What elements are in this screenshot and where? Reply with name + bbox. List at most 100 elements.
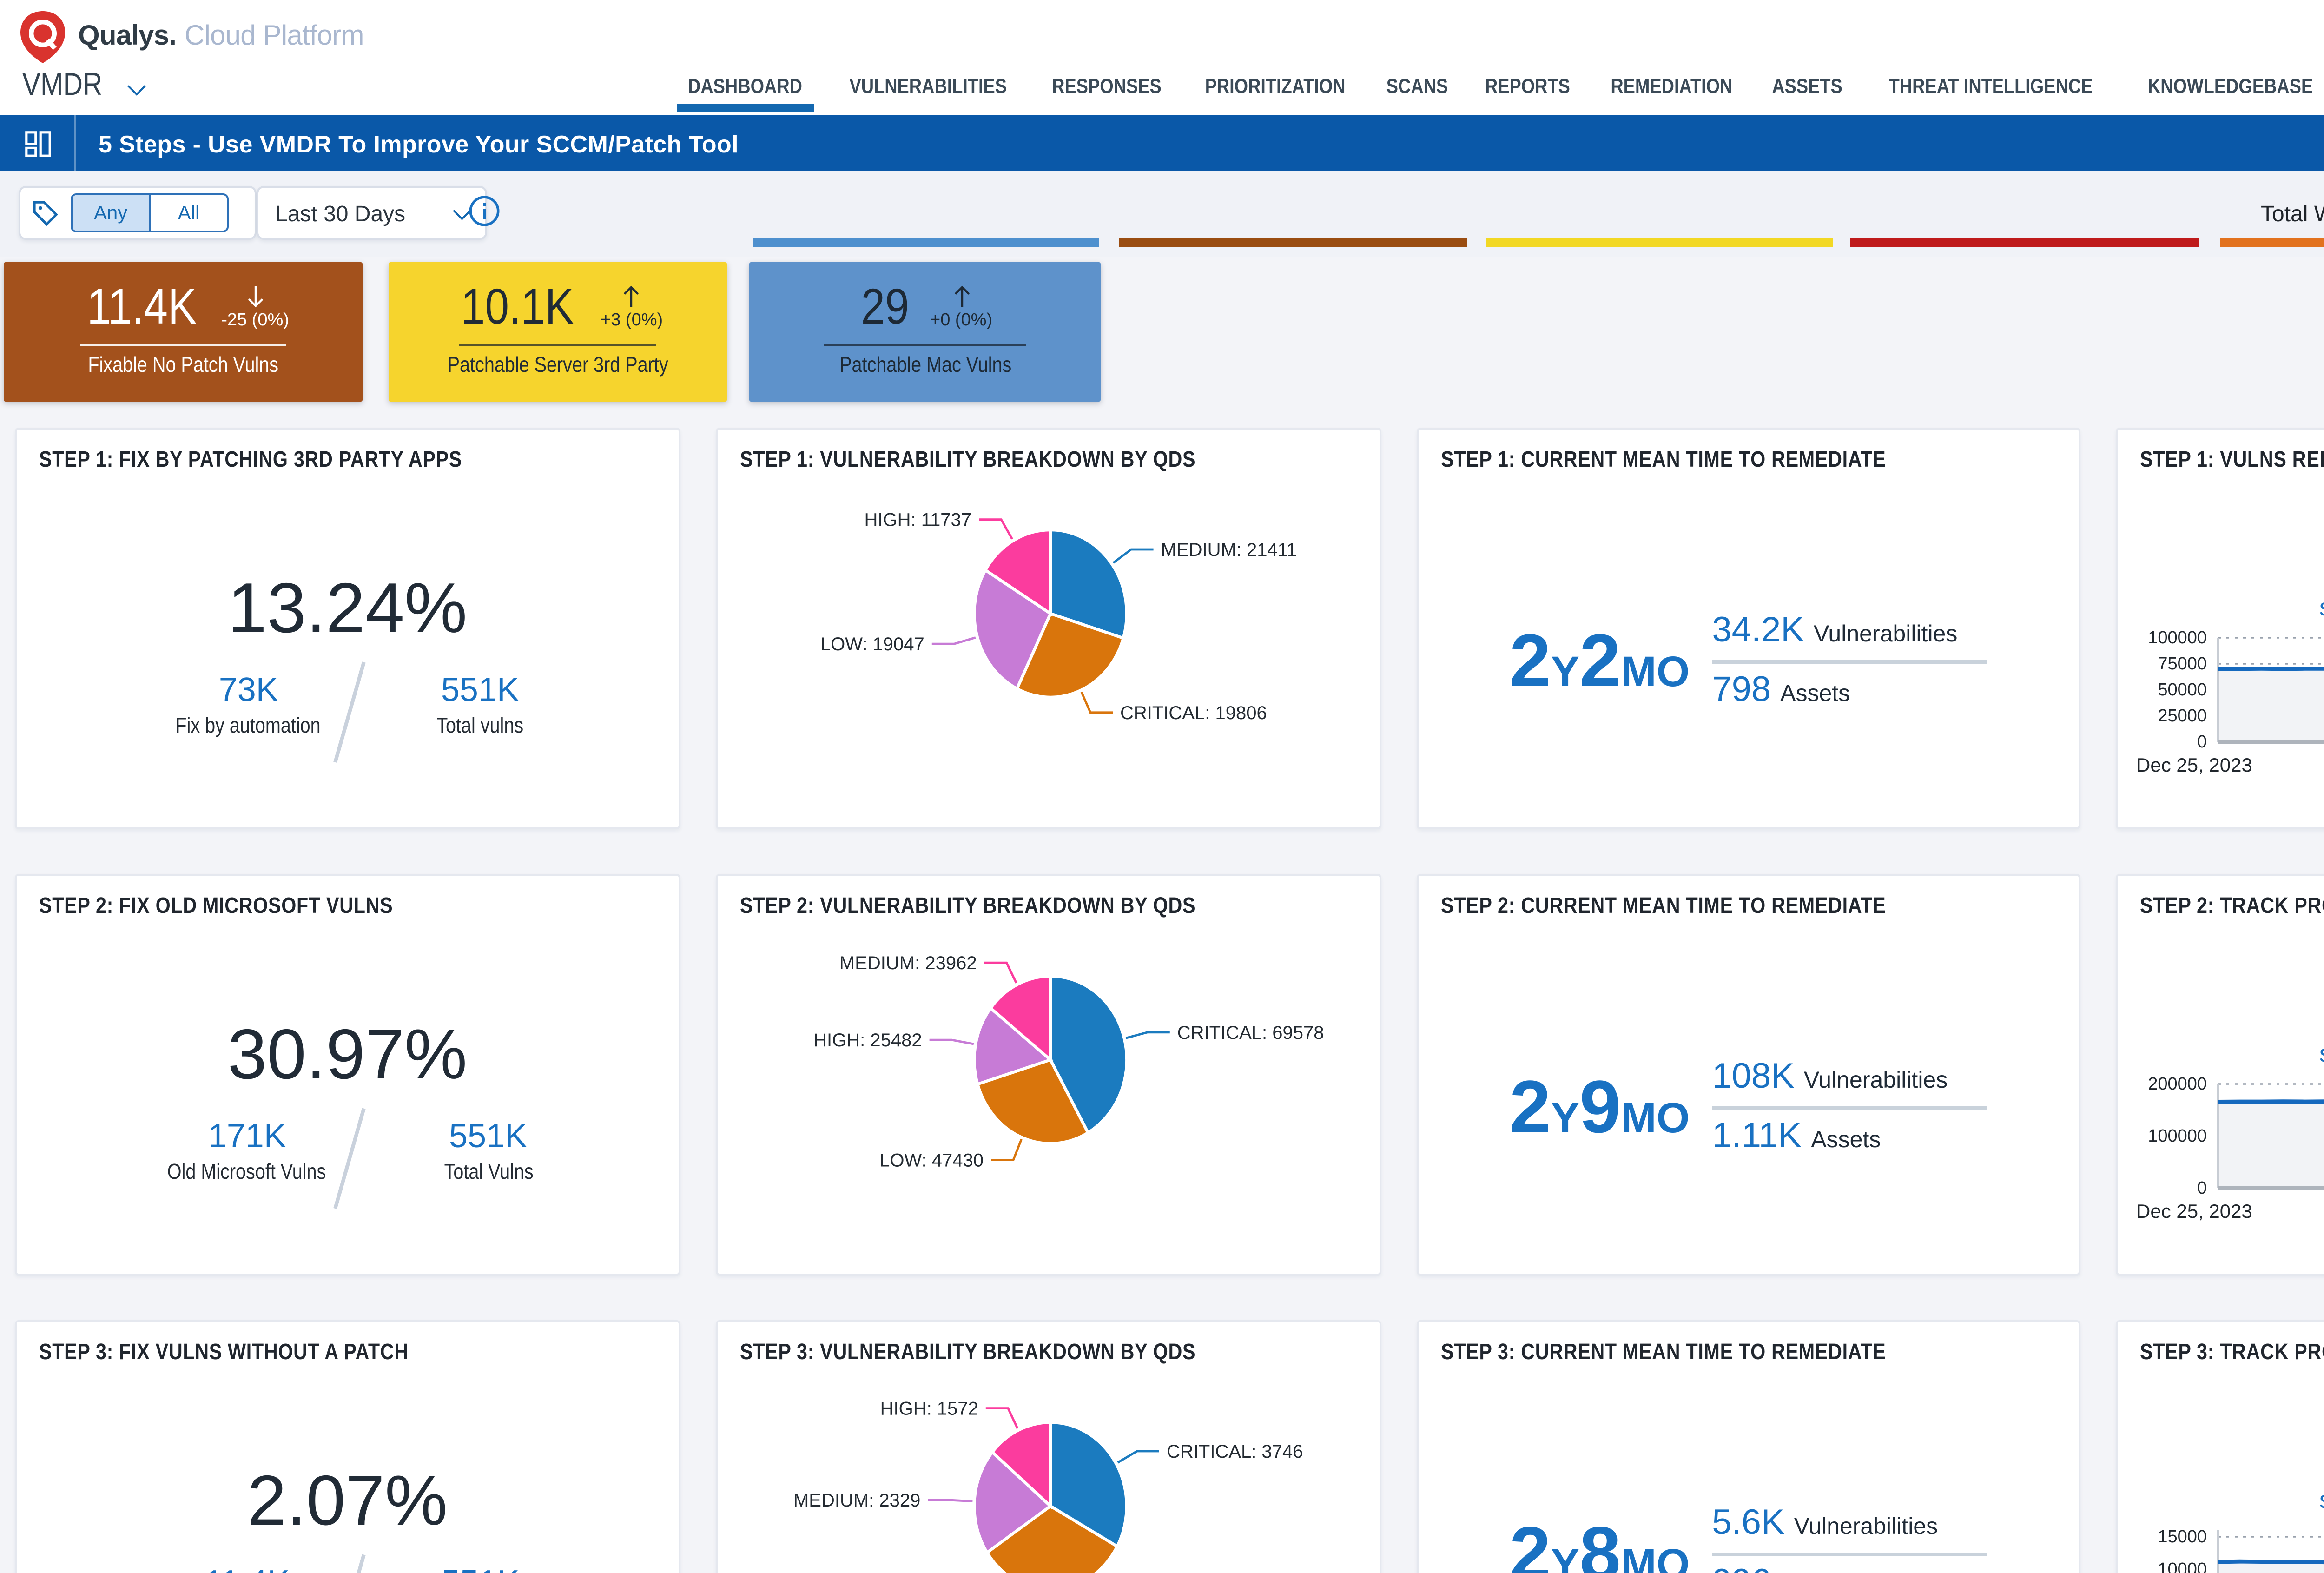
mttr-asset-value[interactable]: 996: [1712, 1564, 1771, 1573]
mttr-asset-value[interactable]: 1.11K: [1712, 1117, 1802, 1157]
widget-grid: STEP 1: FIX BY PATCHING 3RD PARTY APPS 13…: [15, 428, 2324, 1573]
nav-tab-assets[interactable]: ASSETS: [1761, 76, 1854, 99]
widget-pie-10[interactable]: STEP 3: VULNERABILITY BREAKDOWN BY QDS CR…: [715, 1320, 1380, 1573]
app-switcher[interactable]: VMDR: [22, 67, 146, 104]
widget-trend-12[interactable]: STEP 3: TRACK PROGRESS, VULNS REDUCTION …: [2116, 1320, 2324, 1573]
trend-value: 171K: [2118, 926, 2324, 989]
nav-tab-remediation[interactable]: REMEDIATION: [1595, 76, 1748, 99]
trend-note[interactable]: showing last 91 days⚙: [2118, 1039, 2324, 1067]
dashboard-picker-icon[interactable]: [0, 115, 76, 171]
widget-title: STEP 1: VULNS REDUCTION OVER TIME: [2140, 446, 2324, 472]
chevron-down-icon: [127, 76, 146, 95]
pie-leader-line: [978, 518, 1013, 540]
stat-value[interactable]: 551K: [429, 1564, 532, 1573]
info-icon[interactable]: [469, 195, 500, 236]
widget-mttr-11[interactable]: STEP 3: CURRENT MEAN TIME TO REMEDIATE 2Y…: [1416, 1320, 2081, 1573]
stat-value[interactable]: 171K: [208, 1117, 286, 1155]
widget-mttr-7[interactable]: STEP 2: CURRENT MEAN TIME TO REMEDIATE 2Y…: [1416, 874, 2081, 1276]
dashboard-title: 5 Steps - Use VMDR To Improve Your SCCM/…: [99, 129, 739, 157]
trend-note[interactable]: showing last 91 days⚙: [2118, 1486, 2324, 1514]
carousel-bar-1[interactable]: [753, 238, 1099, 247]
pie-slice-low[interactable]: [975, 1058, 1089, 1145]
pie-leader-line: [931, 636, 976, 645]
app-name: VMDR: [22, 67, 103, 102]
carousel-bar-4[interactable]: [1850, 238, 2199, 247]
pie-chart[interactable]: CRITICAL: 69578 LOW: 47430 HIGH: 25482 MEDI…: [739, 924, 1360, 1262]
mttr-block: 2Y2MO 34.2K Vulnerabilities 798 Assets: [1418, 612, 2079, 712]
widget-percent-9[interactable]: STEP 3: FIX VULNS WITHOUT A PATCH 2.07% 11…: [15, 1320, 680, 1573]
widget-pie-6[interactable]: STEP 2: VULNERABILITY BREAKDOWN BY QDS CR…: [715, 874, 1380, 1276]
trend-note-text: showing last 91 days: [2319, 593, 2324, 621]
pie-slice-medium[interactable]: [1048, 528, 1128, 640]
widget-trend-8[interactable]: STEP 2: TRACK PROGRESS, VULNS REDUCTION …: [2116, 874, 2324, 1276]
pie-slice-low[interactable]: [984, 1504, 1119, 1573]
widget-mttr-3[interactable]: STEP 1: CURRENT MEAN TIME TO REMEDIATE 2Y…: [1416, 428, 2081, 829]
pie-slice-high[interactable]: [990, 1421, 1052, 1510]
widget-trend-4[interactable]: STEP 1: VULNS REDUCTION OVER TIME 73K-0.1…: [2116, 428, 2324, 829]
mttr-vulns: 108K Vulnerabilities: [1712, 1058, 1987, 1099]
nav-tab-label: DASHBOARD: [688, 76, 802, 99]
y-tick-label: 25000: [2158, 706, 2207, 726]
stat-value[interactable]: 551K: [441, 671, 520, 708]
carousel-bar-2[interactable]: [1119, 238, 1467, 247]
pie-slice-medium[interactable]: [988, 974, 1052, 1063]
nav-tab-responses[interactable]: RESPONSES: [1037, 76, 1176, 99]
toggle-any[interactable]: Any: [73, 195, 151, 231]
qualys-logo: Qualys. Cloud Platform: [19, 9, 364, 65]
nav-tab-vulnerabilities[interactable]: VULNERABILITIES: [830, 76, 1024, 99]
kpi-value: 29: [861, 279, 910, 335]
pie-slice-high[interactable]: [972, 1006, 1053, 1086]
pie-label-low: LOW: 47430: [879, 1150, 983, 1171]
date-range-select[interactable]: Last 30 Days: [257, 186, 487, 240]
mttr-vuln-value[interactable]: 5.6K: [1712, 1504, 1785, 1543]
trend-note[interactable]: showing last 91 days⚙: [2118, 593, 2324, 621]
widget-percent-1[interactable]: STEP 1: FIX BY PATCHING 3RD PARTY APPS 13…: [15, 428, 680, 829]
nav-tab-reports[interactable]: REPORTS: [1472, 76, 1582, 99]
nav-tab-threat-intelligence[interactable]: THREAT INTELLIGENCE: [1867, 76, 2115, 99]
pie-label-medium: MEDIUM: 2329: [793, 1490, 920, 1511]
widget-percent-5[interactable]: STEP 2: FIX OLD MICROSOFT VULNS 30.97% 171…: [15, 874, 680, 1276]
arrow-up-icon: [953, 285, 969, 306]
pie-leader-line: [1080, 691, 1112, 714]
pie-slice-critical[interactable]: [1048, 974, 1128, 1135]
widget-pie-2[interactable]: STEP 1: VULNERABILITY BREAKDOWN BY QDS ME…: [715, 428, 1380, 829]
mttr-asset-value[interactable]: 798: [1712, 671, 1771, 710]
pie-leader-line: [1125, 1031, 1169, 1039]
trend-delta: -0.13%: [2118, 545, 2324, 576]
mttr-vuln-value[interactable]: 34.2K: [1712, 612, 1804, 651]
pie-chart[interactable]: CRITICAL: 3746LOW: 3700MEDIUM: 2329HIGH:…: [739, 1370, 1360, 1573]
stat-1: 73K Fix by automation: [164, 671, 333, 738]
kpi-card-1[interactable]: 11.4K -25 (0%) Fixable No Patch Vulns: [4, 262, 363, 402]
stat-value[interactable]: 11.4K: [163, 1564, 332, 1573]
kpi-card-2[interactable]: 10.1K +3 (0%) Patchable Server 3rd Party: [389, 262, 727, 402]
pie-slice-low[interactable]: [972, 568, 1052, 691]
y-tick-label: 10000: [2158, 1560, 2207, 1573]
stat-value[interactable]: 551K: [449, 1117, 528, 1155]
pie-leader-line: [990, 1138, 1022, 1162]
mttr-assets: 798 Assets: [1712, 671, 1987, 712]
pie-slice-high[interactable]: [983, 528, 1052, 616]
widgets-count: Total Widgets Count: 32 / 80: [2261, 201, 2324, 227]
kpi-card-3[interactable]: 29 +0 (0%) Patchable Mac Vulns: [749, 262, 1101, 402]
pie-slice-critical[interactable]: [1014, 612, 1125, 699]
kpi-top: 29 +0 (0%): [749, 279, 1101, 335]
nav-tab-dashboard[interactable]: DASHBOARD: [673, 76, 817, 112]
nav-tab-prioritization[interactable]: PRIORITIZATION: [1189, 76, 1363, 99]
toggle-all[interactable]: All: [178, 202, 200, 224]
nav-tab-knowledgebase[interactable]: KNOWLEDGEBASE: [2128, 76, 2324, 99]
carousel-bar-5[interactable]: [2220, 238, 2324, 247]
trend-line: [2218, 1559, 2324, 1565]
nav-tab-scans[interactable]: SCANS: [1376, 76, 1459, 99]
mttr-vuln-value[interactable]: 108K: [1712, 1058, 1795, 1097]
stat-value[interactable]: 73K: [218, 671, 278, 708]
x-label-start: Dec 25, 2023: [2137, 754, 2253, 776]
pie-leader-line: [929, 1038, 974, 1045]
pie-chart[interactable]: MEDIUM: 21411 CRITICAL: 19806 LOW: 19047 HI…: [739, 478, 1360, 816]
pie-slice-medium[interactable]: [972, 1450, 1053, 1555]
nav-tab-label: KNOWLEDGEBASE: [2147, 76, 2312, 99]
nav-tab-label: VULNERABILITIES: [848, 76, 1006, 99]
pie-slice-critical[interactable]: [1048, 1421, 1128, 1549]
carousel-bar-3[interactable]: [1486, 238, 1833, 247]
